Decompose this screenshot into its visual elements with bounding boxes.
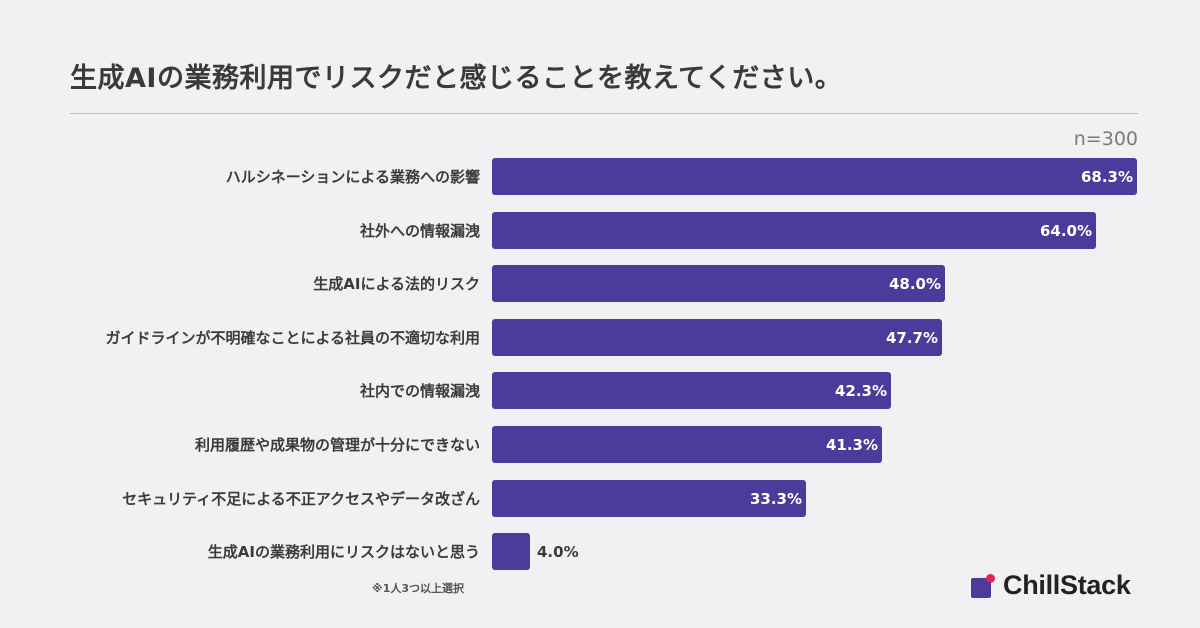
bar <box>492 319 942 356</box>
category-label: 社内での情報漏洩 <box>359 381 480 400</box>
bar <box>492 426 882 463</box>
category-label: ハルシネーションによる業務への影響 <box>225 167 480 186</box>
bar <box>492 158 1137 195</box>
data-label: 48.0% <box>888 274 941 293</box>
bar <box>492 265 945 302</box>
category-label: 生成AIによる法的リスク <box>313 274 480 293</box>
bar <box>492 372 891 409</box>
data-label: 47.7% <box>885 328 938 347</box>
data-label: 68.3% <box>1080 167 1133 186</box>
data-label: 42.3% <box>834 381 887 400</box>
category-label: ガイドラインが不明確なことによる社員の不適切な利用 <box>105 328 480 347</box>
sample-size-label: n=300 <box>1073 128 1138 150</box>
bar <box>492 212 1096 249</box>
bar <box>492 480 806 517</box>
category-label: 社外への情報漏洩 <box>359 221 480 240</box>
footnote: ※1人3つ以上選択 <box>372 582 465 595</box>
data-label: 33.3% <box>749 489 802 508</box>
category-label: 利用履歴や成果物の管理が十分にできない <box>194 435 480 454</box>
data-label: 41.3% <box>825 435 878 454</box>
category-label: 生成AIの業務利用にリスクはないと思う <box>207 542 480 561</box>
chart-title: 生成AIの業務利用でリスクだと感じることを教えてください。 <box>70 63 843 94</box>
brand-name: ChillStack <box>1003 570 1131 600</box>
brand-logo: ChillStack <box>971 570 1131 601</box>
data-label: 4.0% <box>537 542 579 561</box>
data-label: 64.0% <box>1039 221 1092 240</box>
chillstack-logo-icon <box>971 573 995 598</box>
bar <box>492 533 530 570</box>
category-label: セキュリティ不足による不正アクセスやデータ改ざん <box>122 489 480 508</box>
title-divider <box>70 113 1138 114</box>
